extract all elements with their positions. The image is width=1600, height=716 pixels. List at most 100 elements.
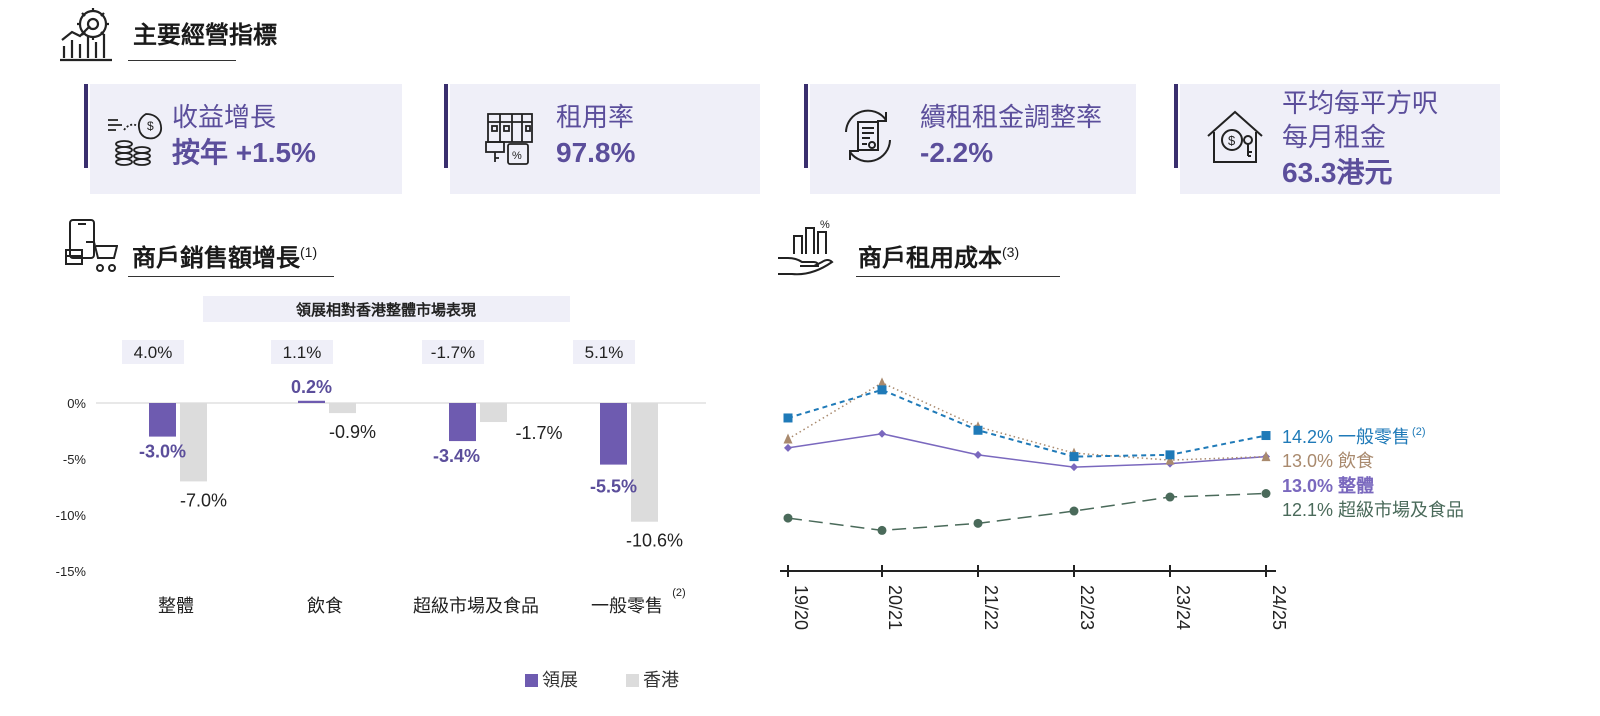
point-supermarket — [1165, 492, 1175, 502]
category-label-sup: (2) — [672, 587, 685, 599]
kpi-section-title: 主要經營指標 — [133, 22, 277, 49]
point-retail — [973, 425, 983, 435]
series-line-retail — [787, 388, 1267, 458]
point-retail — [1261, 431, 1271, 441]
legend-label-link: 領展 — [542, 670, 578, 690]
chart-subtitle: 領展相對香港整體市場表現 — [296, 301, 476, 319]
series-line-fnb — [787, 381, 1267, 461]
end-label-fnb: 13.0% 飲食 — [1282, 451, 1374, 471]
kpi-value: 按年 +1.5% — [172, 137, 316, 168]
kpi-label: 收益增長 — [172, 102, 277, 132]
x-tick-label: 23/24 — [1173, 585, 1193, 630]
legend-item-link: 領展 — [525, 666, 578, 692]
legend-swatch-link — [525, 674, 538, 687]
series-line-overall — [787, 433, 1267, 468]
bar-label-link: -3.4% — [433, 446, 480, 466]
category-label: 一般零售 — [591, 596, 663, 616]
point-supermarket — [1261, 488, 1271, 498]
sales-title-text: 商戶銷售額增長 — [132, 245, 300, 272]
kpi-card-occupancy: % 租用率 97.8% — [444, 84, 760, 194]
kpi-accent-bar — [804, 84, 808, 168]
bar-link — [600, 403, 627, 465]
category-label: 整體 — [158, 596, 194, 616]
bar-hk — [180, 403, 207, 482]
end-label-series-name: 飲食 — [1338, 451, 1374, 471]
end-label-series-name: 整體 — [1337, 475, 1374, 496]
occupancy-title-sup: (3) — [1002, 244, 1020, 260]
svg-text:%: % — [512, 150, 522, 162]
point-retail — [1165, 450, 1175, 460]
kpi-title-rule — [128, 60, 236, 61]
bar-label-hk: -7.0% — [180, 490, 227, 510]
y-tick-label: -15% — [56, 564, 87, 579]
kpi-accent-bar — [84, 84, 88, 168]
bar-link — [149, 403, 176, 437]
kpi-label: 租用率 — [556, 102, 635, 132]
sales-title-rule — [128, 276, 334, 277]
sales-title-sup: (1) — [300, 244, 318, 260]
svg-text:$: $ — [147, 119, 154, 133]
kpi-label-line2: 每月租金 — [1282, 122, 1387, 152]
series-line-supermarket — [787, 492, 1267, 532]
point-fnb — [877, 377, 887, 388]
bar-hk — [329, 403, 356, 414]
occupancy-title-rule — [856, 276, 1060, 277]
kpi-card-revenue-growth: $ 收益增長 按年 +1.5% — [84, 84, 402, 194]
y-tick-label: 0% — [67, 396, 86, 411]
x-tick-label: 22/23 — [1077, 585, 1097, 630]
x-tick-label: 20/21 — [885, 585, 905, 630]
difference-label-box — [271, 340, 333, 364]
point-supermarket — [783, 513, 793, 523]
bar-link — [449, 403, 476, 442]
x-tick-label: 19/20 — [791, 585, 811, 630]
legend-label-hk: 香港 — [643, 670, 679, 690]
house-coin-icon: $ — [1207, 110, 1263, 163]
kpi-accent-bar — [444, 84, 448, 168]
category-label: 超級市場及食品 — [413, 596, 539, 616]
shopping-cart-icon — [65, 219, 118, 272]
difference-label: 4.0% — [134, 343, 173, 362]
end-label-supermarket: 12.1% 超級市場及食品 — [1282, 500, 1464, 520]
point-retail — [877, 385, 887, 395]
hand-chart-icon: % — [778, 219, 834, 276]
difference-label-box — [573, 340, 635, 364]
bar-label-hk: -10.6% — [626, 531, 683, 551]
building-key-icon: % — [485, 113, 533, 165]
end-label-overall: 13.0% 整體 — [1282, 475, 1374, 496]
point-supermarket — [973, 518, 983, 528]
category-label: 飲食 — [307, 596, 343, 616]
point-overall — [878, 429, 886, 438]
difference-label-box — [122, 340, 184, 364]
end-label-value: 14.2% — [1282, 427, 1338, 447]
legend-swatch-hk — [626, 674, 639, 687]
bar-label-hk: -1.7% — [515, 423, 562, 443]
end-label-value: 13.0% — [1282, 476, 1338, 496]
difference-label: 1.1% — [283, 343, 322, 362]
point-overall — [784, 443, 792, 452]
point-retail — [783, 413, 793, 423]
end-label-sup: (2) — [1412, 426, 1425, 438]
kpi-value: 97.8% — [556, 137, 636, 168]
bar-label-link: -3.0% — [139, 442, 186, 462]
point-fnb — [1165, 454, 1175, 465]
point-supermarket — [877, 525, 887, 535]
kpi-card-renewal-reversion: 續租租金調整率 -2.2% — [804, 84, 1136, 194]
end-label-series-name: 超級市場及食品 — [1338, 500, 1464, 520]
difference-label: 5.1% — [585, 343, 624, 362]
end-label-value: 13.0% — [1282, 451, 1338, 471]
bar-label-hk: -0.9% — [329, 422, 376, 442]
kpi-accent-bar — [1174, 84, 1178, 168]
kpi-value: -2.2% — [920, 137, 994, 168]
tenant-sales-bar-chart: 領展相對香港整體市場表現 0% -5% -10% -15% 4.0% -3.0% -7.0% 整… — [56, 296, 706, 616]
bar-hk — [631, 403, 658, 522]
x-tick-label: 24/25 — [1269, 585, 1289, 630]
difference-label: -1.7% — [431, 343, 475, 362]
end-label-value: 12.1% — [1282, 500, 1338, 520]
kpi-label: 續租租金調整率 — [920, 102, 1103, 132]
occupancy-cost-line-chart: 19/20 20/21 21/22 22/23 23/24 24/25 12.1% 超級市場… — [780, 377, 1464, 630]
kpi-section-icon — [60, 8, 112, 62]
kpi-card-average-rent: $ 平均每平方呎 每月租金 63.3港元 — [1174, 84, 1500, 194]
legend-item-hk: 香港 — [626, 666, 679, 692]
contract-renewal-icon — [845, 109, 891, 163]
kpi-value: 63.3港元 — [1282, 157, 1393, 188]
